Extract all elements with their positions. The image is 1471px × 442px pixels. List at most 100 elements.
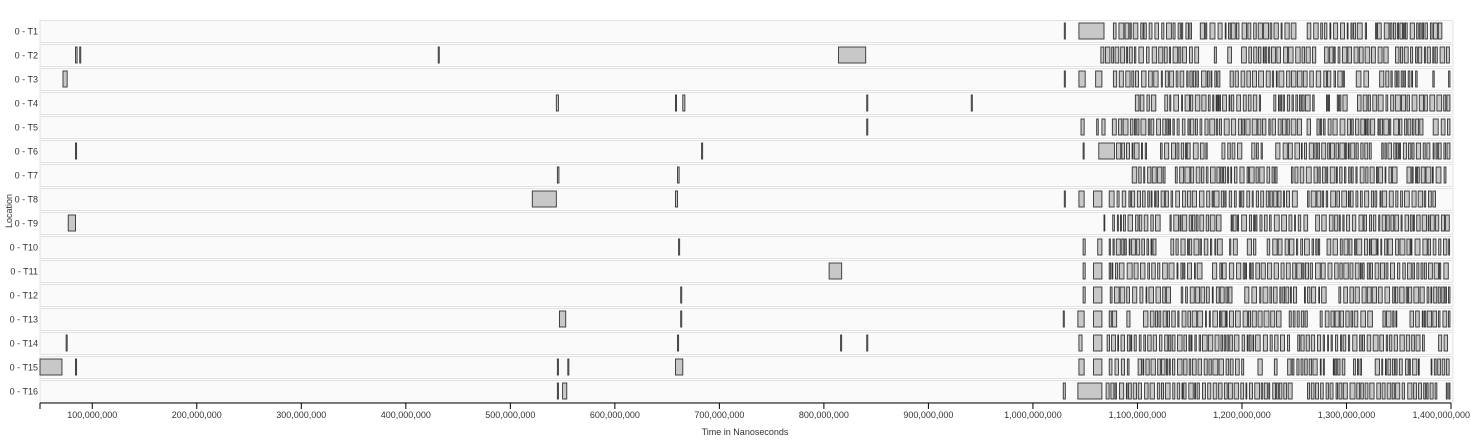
event-mark [1404, 23, 1405, 39]
event-mark [1444, 239, 1447, 255]
event-mark [1313, 95, 1314, 111]
event-mark [1444, 263, 1448, 279]
event-mark [1347, 23, 1348, 39]
event-mark [1351, 23, 1352, 39]
event-mark [1272, 167, 1274, 183]
event-mark [1295, 215, 1296, 231]
event-mark [1117, 191, 1119, 207]
event-mark [1407, 263, 1411, 279]
event-mark [1243, 311, 1247, 327]
event-mark [1433, 119, 1438, 135]
event-mark [1226, 287, 1228, 303]
event-mark [1186, 23, 1189, 39]
event-mark [1234, 191, 1236, 207]
event-mark [1271, 311, 1275, 327]
event-mark [1400, 47, 1402, 63]
event-mark [1361, 119, 1365, 135]
event-mark [1408, 71, 1410, 87]
event-mark [1370, 263, 1372, 279]
event-mark [1182, 95, 1183, 111]
event-mark [1166, 359, 1167, 375]
event-mark [1375, 359, 1379, 375]
event-mark [1330, 383, 1333, 399]
event-mark [1433, 311, 1437, 327]
event-mark [1360, 335, 1362, 351]
event-mark [1249, 215, 1251, 231]
event-mark [1207, 191, 1210, 207]
event-mark [1235, 71, 1238, 87]
event-mark [80, 47, 81, 63]
event-mark [1340, 239, 1342, 255]
event-mark [1187, 71, 1188, 87]
event-mark [1165, 95, 1168, 111]
event-mark [1343, 215, 1344, 231]
event-mark [1440, 47, 1445, 63]
event-mark [1372, 287, 1376, 303]
event-mark [1078, 383, 1102, 399]
event-mark [1297, 359, 1299, 375]
event-mark [1421, 167, 1425, 183]
event-mark [1155, 215, 1160, 231]
event-mark [1249, 311, 1251, 327]
event-mark [1324, 71, 1327, 87]
event-mark [1413, 359, 1417, 375]
event-mark [1117, 143, 1121, 159]
event-mark [1177, 335, 1182, 351]
event-mark [1307, 23, 1311, 39]
event-mark [1115, 383, 1116, 399]
event-mark [1379, 167, 1383, 183]
event-mark [1347, 215, 1350, 231]
event-mark [1115, 359, 1118, 375]
event-mark [1120, 287, 1125, 303]
event-mark [1195, 335, 1196, 351]
event-mark [1169, 335, 1171, 351]
event-mark [1190, 23, 1192, 39]
event-mark [1380, 119, 1382, 135]
row-label: 0 - T7 [15, 171, 38, 181]
event-mark [1444, 143, 1446, 159]
event-mark [1371, 119, 1375, 135]
event-mark [1385, 287, 1390, 303]
event-mark [1213, 359, 1218, 375]
event-mark [1333, 359, 1334, 375]
event-mark [1299, 95, 1301, 111]
event-mark [1391, 71, 1392, 87]
event-mark [1384, 47, 1388, 63]
event-mark [1287, 191, 1290, 207]
event-mark [1157, 383, 1159, 399]
event-mark [1305, 359, 1308, 375]
event-mark [1269, 119, 1270, 135]
event-mark [1340, 143, 1345, 159]
event-mark [1135, 95, 1139, 111]
event-mark [1382, 359, 1383, 375]
event-mark [1228, 143, 1231, 159]
event-mark [1263, 335, 1267, 351]
event-mark [1252, 143, 1255, 159]
event-mark [1427, 311, 1431, 327]
event-mark [1317, 191, 1321, 207]
event-mark [1222, 263, 1226, 279]
event-mark [1208, 335, 1212, 351]
event-mark [1305, 239, 1310, 255]
event-mark [1407, 95, 1409, 111]
event-mark [1182, 383, 1183, 399]
event-mark [1173, 359, 1175, 375]
event-mark [1433, 191, 1436, 207]
event-mark [76, 143, 77, 159]
row-background [40, 93, 1453, 115]
event-mark [1368, 95, 1370, 111]
event-mark [1165, 191, 1168, 207]
event-mark [1153, 335, 1156, 351]
row-label: 0 - T4 [15, 99, 38, 109]
event-mark [1243, 95, 1246, 111]
event-mark [1297, 239, 1298, 255]
event-mark [1134, 143, 1139, 159]
event-mark [1220, 263, 1222, 279]
event-mark [1428, 191, 1431, 207]
event-mark [1348, 191, 1349, 207]
event-mark [1184, 383, 1186, 399]
event-mark [1312, 239, 1314, 255]
event-mark [1395, 215, 1399, 231]
event-mark [1369, 239, 1370, 255]
event-mark [1343, 95, 1347, 111]
